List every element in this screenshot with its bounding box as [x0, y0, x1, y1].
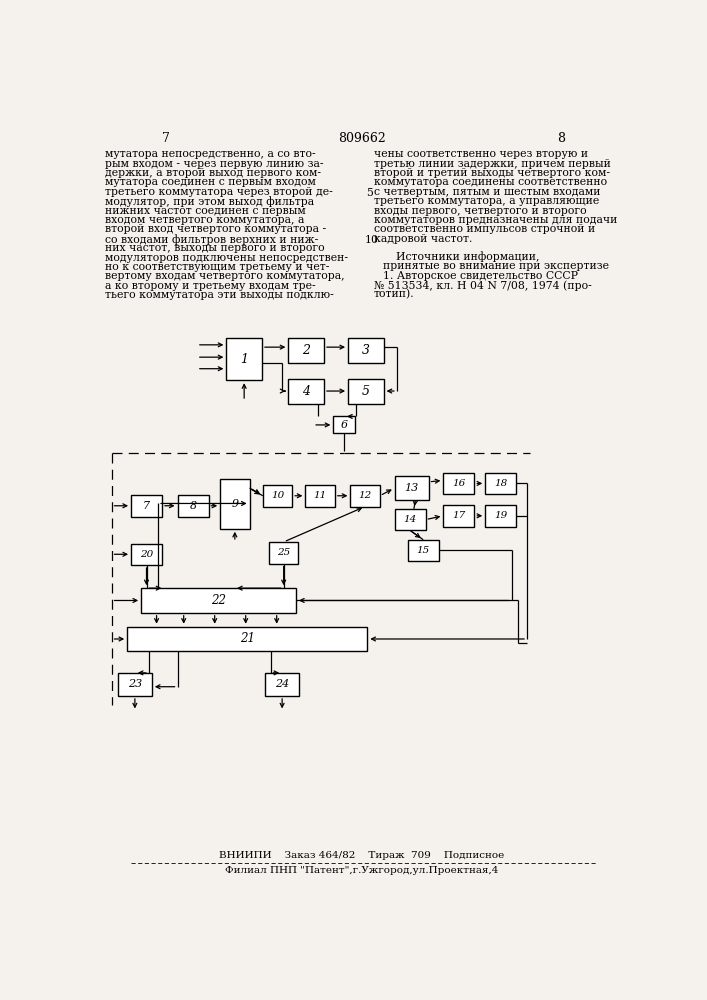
Text: чены соответственно через вторую и: чены соответственно через вторую и: [373, 149, 588, 159]
FancyBboxPatch shape: [177, 495, 209, 517]
Text: 14: 14: [404, 515, 416, 524]
Text: модуляторов подключены непосредствен-: модуляторов подключены непосредствен-: [105, 253, 349, 263]
Text: 16: 16: [452, 479, 465, 488]
Text: второй вход четвертого коммутатора -: второй вход четвертого коммутатора -: [105, 224, 327, 234]
Text: кадровой частот.: кадровой частот.: [373, 234, 472, 244]
Text: 5: 5: [366, 188, 373, 198]
Text: 21: 21: [240, 632, 255, 645]
FancyBboxPatch shape: [485, 473, 516, 494]
Text: вертому входам четвертого коммутатора,: вертому входам четвертого коммутатора,: [105, 271, 345, 281]
Text: 15: 15: [416, 546, 430, 555]
FancyBboxPatch shape: [220, 479, 250, 529]
Text: мутатора соединен с первым входом: мутатора соединен с первым входом: [105, 177, 316, 187]
FancyBboxPatch shape: [269, 542, 298, 564]
Text: 1: 1: [240, 353, 248, 366]
FancyBboxPatch shape: [485, 505, 516, 527]
FancyBboxPatch shape: [141, 588, 296, 613]
Text: соответственно импульсов строчной и: соответственно импульсов строчной и: [373, 224, 595, 234]
Text: мутатора непосредственно, а со вто-: мутатора непосредственно, а со вто-: [105, 149, 316, 159]
FancyBboxPatch shape: [408, 540, 438, 561]
Text: 19: 19: [494, 511, 508, 520]
Text: нижних частот соединен с первым: нижних частот соединен с первым: [105, 206, 306, 216]
Text: Филиал ПНП "Патент",г.Ужгород,ул.Проектная,4: Филиал ПНП "Патент",г.Ужгород,ул.Проектн…: [226, 866, 498, 875]
FancyBboxPatch shape: [351, 485, 380, 507]
Text: принятые во внимание при экспертизе: принятые во внимание при экспертизе: [383, 261, 609, 271]
Text: 20: 20: [140, 550, 153, 559]
Text: 13: 13: [404, 483, 419, 493]
Text: 11: 11: [313, 491, 327, 500]
FancyBboxPatch shape: [395, 476, 428, 500]
FancyBboxPatch shape: [348, 379, 384, 404]
Text: третьего коммутатора через второй де-: третьего коммутатора через второй де-: [105, 187, 333, 197]
Text: 7: 7: [143, 501, 150, 511]
Text: 8: 8: [557, 132, 565, 145]
FancyBboxPatch shape: [443, 473, 474, 494]
Text: коммутатора соединены соответственно: коммутатора соединены соответственно: [373, 177, 607, 187]
Text: 10: 10: [271, 491, 284, 500]
Text: со входами фильтров верхних и ниж-: со входами фильтров верхних и ниж-: [105, 234, 319, 245]
Text: а ко второму и третьему входам тре-: а ко второму и третьему входам тре-: [105, 281, 316, 291]
Text: 8: 8: [189, 501, 197, 511]
FancyBboxPatch shape: [226, 338, 262, 380]
FancyBboxPatch shape: [131, 495, 162, 517]
Text: 4: 4: [302, 385, 310, 398]
FancyBboxPatch shape: [333, 416, 355, 433]
Text: третьего коммутатора, а управляющие: третьего коммутатора, а управляющие: [373, 196, 599, 206]
Text: 24: 24: [275, 679, 289, 689]
Text: тотип).: тотип).: [373, 289, 414, 300]
Text: входы первого, четвертого и второго: входы первого, четвертого и второго: [373, 206, 586, 216]
Text: держки, а второй выход первого ком-: держки, а второй выход первого ком-: [105, 168, 322, 178]
FancyBboxPatch shape: [118, 673, 152, 696]
Text: 809662: 809662: [338, 132, 386, 145]
FancyBboxPatch shape: [265, 673, 299, 696]
FancyBboxPatch shape: [263, 485, 292, 507]
Text: 9: 9: [231, 499, 238, 509]
Text: 5: 5: [362, 385, 370, 398]
Text: второй и третий выходы четвертого ком-: второй и третий выходы четвертого ком-: [373, 168, 609, 178]
FancyBboxPatch shape: [131, 544, 162, 565]
Text: 12: 12: [358, 491, 372, 500]
Text: 10: 10: [364, 235, 378, 245]
Text: модулятор, при этом выход фильтра: модулятор, при этом выход фильтра: [105, 196, 315, 207]
Text: 17: 17: [452, 511, 465, 520]
FancyBboxPatch shape: [348, 338, 384, 363]
Text: 22: 22: [211, 594, 226, 607]
Text: 7: 7: [162, 132, 170, 145]
Text: ВНИИПИ    Заказ 464/82    Тираж  709    Подписное: ВНИИПИ Заказ 464/82 Тираж 709 Подписное: [219, 852, 505, 860]
Text: 2: 2: [302, 344, 310, 357]
FancyBboxPatch shape: [127, 627, 368, 651]
FancyBboxPatch shape: [305, 485, 335, 507]
Text: 25: 25: [277, 548, 291, 557]
Text: коммутаторов предназначены для подачи: коммутаторов предназначены для подачи: [373, 215, 617, 225]
Text: тьего коммутатора эти выходы подклю-: тьего коммутатора эти выходы подклю-: [105, 290, 334, 300]
Text: 3: 3: [362, 344, 370, 357]
Text: них частот, выходы первого и второго: них частот, выходы первого и второго: [105, 243, 325, 253]
FancyBboxPatch shape: [443, 505, 474, 527]
Text: 6: 6: [341, 420, 348, 430]
FancyBboxPatch shape: [288, 379, 324, 404]
Text: но к соответствующим третьему и чет-: но к соответствующим третьему и чет-: [105, 262, 329, 272]
Text: входом четвертого коммутатора, а: входом четвертого коммутатора, а: [105, 215, 305, 225]
Text: рым входом - через первую линию за-: рым входом - через первую линию за-: [105, 159, 324, 169]
Text: 23: 23: [128, 679, 142, 689]
Text: № 513534, кл. Н 04 N 7/08, 1974 (про-: № 513534, кл. Н 04 N 7/08, 1974 (про-: [373, 280, 591, 291]
FancyBboxPatch shape: [288, 338, 324, 363]
FancyBboxPatch shape: [395, 509, 426, 530]
Text: 18: 18: [494, 479, 508, 488]
Text: с четвертым, пятым и шестым входами: с четвертым, пятым и шестым входами: [373, 187, 600, 197]
Text: 1. Авторское свидетельство СССР: 1. Авторское свидетельство СССР: [383, 271, 578, 281]
Text: Источники информации,: Источники информации,: [397, 251, 540, 262]
Text: третью линии задержки, причем первый: третью линии задержки, причем первый: [373, 159, 610, 169]
